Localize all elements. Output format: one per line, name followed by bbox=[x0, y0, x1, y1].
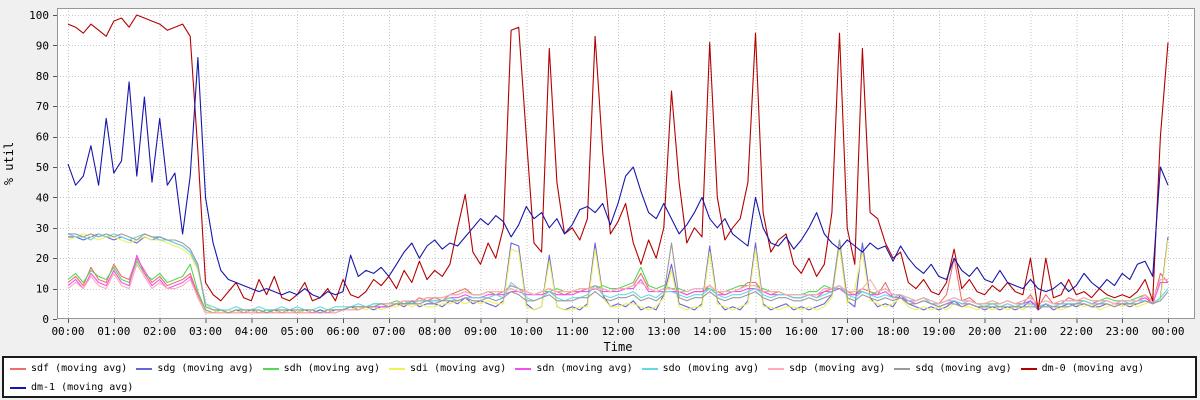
legend-swatch-sdp bbox=[767, 367, 784, 370]
y-tick-label-60: 60 bbox=[36, 131, 49, 144]
x-tick-label-14: 14:00 bbox=[693, 325, 726, 338]
legend-item-sdi: sdi (moving avg) bbox=[388, 359, 507, 378]
legend-label-sdo: sdo (moving avg) bbox=[662, 363, 759, 374]
x-tick-label-3: 03:00 bbox=[189, 325, 222, 338]
legend-swatch-dm-0 bbox=[1020, 367, 1037, 370]
x-tick-label-5: 05:00 bbox=[281, 325, 314, 338]
y-tick-label-100: 100 bbox=[29, 9, 49, 22]
legend-label-dm-0: dm-0 (moving avg) bbox=[1041, 363, 1144, 374]
x-tick-label-18: 18:00 bbox=[876, 325, 909, 338]
legend-item-sdh: sdh (moving avg) bbox=[262, 359, 380, 378]
series-line-sdp bbox=[67, 263, 1168, 314]
y-tick-label-10: 10 bbox=[36, 283, 49, 296]
x-tick-labels: 00:00 01:00 02:00 03:00 04:00 05:00 06:00 07:00… bbox=[51, 325, 1184, 338]
y-tick-label-40: 40 bbox=[36, 191, 49, 204]
legend-swatch-sdn bbox=[515, 367, 532, 370]
legend-item-dm-0: dm-0 (moving avg) bbox=[1020, 359, 1144, 378]
series-lines bbox=[67, 14, 1169, 314]
x-tick-label-0: 00:00 bbox=[51, 325, 84, 338]
y-tick-label-90: 90 bbox=[36, 39, 49, 52]
legend-label-sdp: sdp (moving avg) bbox=[788, 363, 886, 374]
legend-item-sdq: sdq (moving avg) bbox=[894, 359, 1012, 378]
y-tick-label-70: 70 bbox=[36, 100, 49, 113]
x-tick-label-16: 16:00 bbox=[785, 325, 818, 338]
x-tick-label-22: 22:00 bbox=[1060, 325, 1093, 338]
legend-label-dm-1: dm-1 (moving avg) bbox=[31, 382, 134, 393]
x-tick-label-15: 15:00 bbox=[739, 325, 772, 338]
legend-row-2: dm-1 (moving avg) bbox=[10, 378, 1189, 397]
x-tick-label-8: 08:00 bbox=[418, 325, 451, 338]
legend-row-1: sdf (moving avg) sdg (moving avg) sdh (mov… bbox=[10, 359, 1189, 378]
legend-swatch-sdi bbox=[388, 367, 405, 370]
chart-legend: sdf (moving avg) sdg (moving avg) sdh (mov… bbox=[2, 356, 1197, 398]
series-line-sdq bbox=[68, 233, 1169, 314]
grid-lines bbox=[57, 8, 1195, 319]
x-tick-label-19: 19:00 bbox=[922, 325, 955, 338]
x-tick-label-12: 12:00 bbox=[601, 325, 634, 338]
legend-label-sdg: sdg (moving avg) bbox=[157, 363, 254, 374]
y-tick-label-50: 50 bbox=[36, 161, 49, 174]
x-tick-label-2: 02:00 bbox=[143, 325, 176, 338]
legend-item-sdo: sdo (moving avg) bbox=[641, 359, 759, 378]
x-tick-label-7: 07:00 bbox=[372, 325, 405, 338]
legend-swatch-sdq bbox=[894, 367, 911, 370]
y-axis-title: % util bbox=[2, 142, 16, 185]
legend-swatch-sdh bbox=[262, 367, 279, 370]
x-tick-label-17: 17:00 bbox=[831, 325, 864, 338]
legend-item-sdg: sdg (moving avg) bbox=[136, 359, 254, 378]
legend-label-sdq: sdq (moving avg) bbox=[915, 363, 1012, 374]
x-tick-label-9: 09:00 bbox=[464, 325, 497, 338]
legend-item-sdn: sdn (moving avg) bbox=[515, 359, 633, 378]
y-tick-label-20: 20 bbox=[36, 252, 49, 265]
plot-area bbox=[57, 8, 1195, 319]
legend-item-dm-1: dm-1 (moving avg) bbox=[10, 378, 133, 397]
legend-swatch-sdo bbox=[641, 367, 658, 370]
x-tick-label-21: 21:00 bbox=[1014, 325, 1047, 338]
x-tick-label-20: 20:00 bbox=[968, 325, 1001, 338]
x-tick-label-11: 11:00 bbox=[556, 325, 589, 338]
legend-label-sdi: sdi (moving avg) bbox=[409, 363, 507, 374]
legend-item-sdp: sdp (moving avg) bbox=[767, 359, 886, 378]
x-tick-label-24: 00:00 bbox=[1151, 325, 1184, 338]
x-tick-label-1: 01:00 bbox=[97, 325, 130, 338]
x-tick-label-23: 23:00 bbox=[1106, 325, 1139, 338]
x-tick-label-6: 06:00 bbox=[326, 325, 359, 338]
legend-label-sdn: sdn (moving avg) bbox=[536, 363, 633, 374]
series-line-dm-1 bbox=[67, 57, 1169, 299]
y-tick-label-30: 30 bbox=[36, 222, 49, 235]
y-tick-label-80: 80 bbox=[36, 70, 49, 83]
plot-border bbox=[57, 8, 1195, 319]
x-axis-title: Time bbox=[604, 340, 633, 354]
x-tick-label-4: 04:00 bbox=[235, 325, 268, 338]
legend-label-sdh: sdh (moving avg) bbox=[283, 363, 380, 374]
axis-ticks bbox=[53, 15, 1169, 323]
y-tick-labels: 0 10 20 30 40 50 60 70 80 90 100 bbox=[29, 9, 49, 326]
series-line-dm-0 bbox=[67, 14, 1169, 311]
legend-label-sdf: sdf (moving avg) bbox=[31, 363, 128, 374]
legend-swatch-sdg bbox=[136, 367, 153, 370]
x-tick-label-13: 13:00 bbox=[647, 325, 680, 338]
x-tick-label-10: 10:00 bbox=[510, 325, 543, 338]
legend-swatch-sdf bbox=[10, 367, 26, 370]
y-tick-label-0: 0 bbox=[42, 313, 49, 326]
utilization-chart: 00:00 01:00 02:00 03:00 04:00 05:00 06:00 07:00… bbox=[2, 8, 1195, 354]
legend-swatch-dm-1 bbox=[10, 386, 26, 389]
legend-item-sdf: sdf (moving avg) bbox=[10, 359, 127, 378]
